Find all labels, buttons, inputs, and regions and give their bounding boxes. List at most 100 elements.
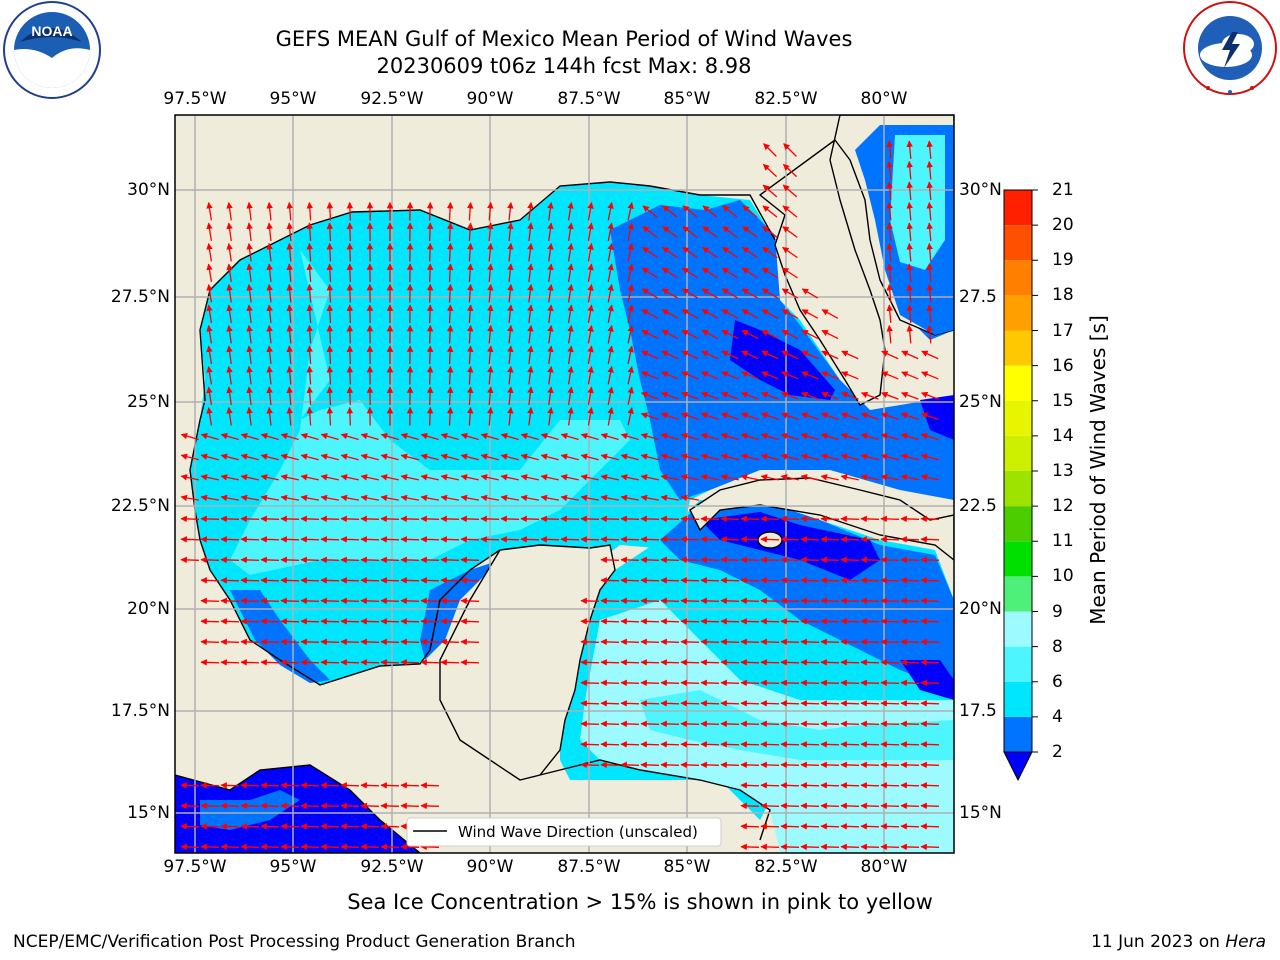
wind-arrow [300,802,320,810]
wind-arrow [660,453,679,461]
wind-arrow [400,782,420,789]
wind-arrow [880,474,899,481]
wind-arrow [500,453,519,461]
wind-arrow [620,432,639,441]
wind-arrow [580,618,600,625]
wind-arrow [627,386,634,405]
wind-arrow [740,761,760,769]
wind-arrow [507,283,514,303]
wind-arrow [260,843,280,851]
wind-arrow [680,577,700,584]
wind-arrow [740,474,759,481]
wind-arrow [600,597,620,605]
wind-arrow [527,222,534,242]
wind-arrow [306,263,314,283]
wind-arrow [926,242,933,262]
wind-arrow [226,201,233,221]
wind-arrow [760,761,780,769]
wind-arrow [180,494,199,502]
wind-arrow [920,700,940,707]
wind-arrow [860,618,880,625]
wind-arrow [280,494,299,502]
wind-arrow [760,741,780,748]
wind-arrow [266,365,273,385]
wind-arrow [300,577,320,584]
wind-arrow [567,386,574,405]
lon-label-top: 92.5°W [360,89,424,109]
wind-arrow [380,782,400,789]
wind-arrow [400,843,420,851]
wind-arrow [886,160,893,180]
wind-arrow [400,577,420,584]
wind-arrow [300,659,320,666]
wind-arrow [840,432,859,441]
lat-label-right: 25°N [959,392,1002,412]
wind-arrow [260,823,280,830]
wind-arrow [740,679,760,687]
wind-arrow [920,412,939,420]
colorbar-tick-label: 9 [1052,601,1063,622]
wind-arrow [286,283,293,303]
wind-arrow [306,386,314,406]
map-legend: Wind Wave Direction (unscaled) [406,817,722,847]
wind-arrow [240,556,260,564]
colorbar-tick-label: 15 [1052,390,1074,411]
wind-arrow [220,782,240,789]
wind-arrow [820,741,840,748]
lon-label-bottom: 95°W [269,857,317,877]
wind-arrow [800,453,819,461]
wind-arrow [680,597,700,605]
wind-arrow [920,782,940,789]
wind-arrow [680,556,700,564]
wind-arrow [920,679,940,687]
wind-arrow [286,304,293,324]
wind-arrow [320,802,340,810]
wind-arrow [880,412,899,420]
wind-arrow [702,205,718,218]
wind-arrow [740,515,760,523]
wind-arrow [380,802,400,810]
wind-arrow [700,412,719,420]
wind-arrow [487,345,494,365]
wind-arrow [620,700,640,707]
wind-arrow [246,386,253,406]
wind-arrow [926,160,933,180]
wind-arrow [580,720,600,728]
wind-arrow [527,406,534,426]
wind-arrow [400,515,420,523]
wind-arrow [527,365,534,385]
lon-label-bottom: 90°W [466,857,514,877]
wind-arrow [661,371,679,380]
wind-arrow [380,432,399,441]
wind-arrow [180,432,199,441]
wind-arrow [200,515,220,523]
wind-arrow [680,536,700,543]
wind-arrow [446,324,454,344]
wind-arrow [286,406,293,426]
wind-arrow [380,659,400,666]
wind-arrow [740,843,760,851]
wind-arrow [700,761,720,769]
wind-arrow [320,577,340,584]
wind-arrow [326,201,334,221]
wind-arrow [880,659,900,666]
wind-arrow [720,432,739,441]
wind-arrow [720,474,739,481]
wind-arrow [740,638,760,646]
colorbar-tick-label: 10 [1052,566,1074,587]
colorbar-bin [1004,471,1032,507]
footer-credit: NCEP/EMC/Verification Post Processing Pr… [13,932,576,952]
wind-arrow [880,597,900,605]
wind-arrow [446,201,454,221]
wind-arrow [286,201,293,221]
wind-arrow [920,577,940,584]
wind-arrow [226,345,233,365]
wind-arrow [742,246,758,259]
wind-arrow [720,761,740,769]
wind-arrow [900,474,919,481]
lat-label-right: 20°N [959,599,1002,619]
wind-arrow [466,406,474,426]
wind-arrow [340,536,360,543]
wind-arrow [881,350,899,360]
wind-arrow [280,597,300,605]
